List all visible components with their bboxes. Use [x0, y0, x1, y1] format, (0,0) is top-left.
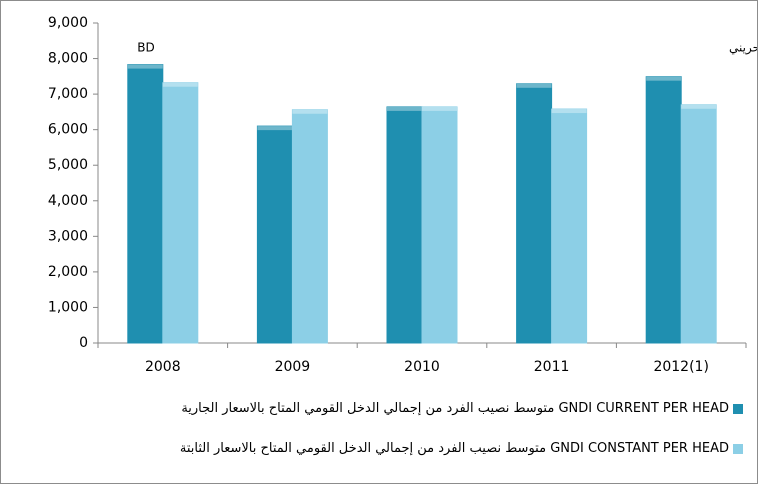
bar-shade	[163, 83, 197, 342]
y-tick-label: 8,000	[48, 51, 88, 67]
bar-top	[551, 109, 587, 114]
bar-shade	[423, 107, 456, 343]
y-tick-label: 5,000	[48, 157, 88, 173]
bar-top	[257, 126, 293, 131]
x-tick-label: 2011	[534, 359, 570, 375]
legend-swatch	[733, 403, 743, 414]
unit-annotation: BD	[137, 41, 154, 55]
y-tick-label: 2,000	[48, 264, 88, 280]
x-tick-label: 2010	[404, 359, 440, 375]
bar-shade	[517, 84, 551, 343]
y-tick-label: 1,000	[48, 299, 88, 315]
bar-top	[646, 76, 682, 81]
y-tick-label: 3,000	[48, 228, 88, 244]
bar-shade	[128, 65, 162, 342]
legend-label: متوسط نصيب الفرد من إجمالي الدخل القومي …	[181, 401, 729, 416]
chart: BD دينار بحريني 0 1,000 2,000 3,000 4,000 5,0…	[48, 15, 757, 375]
bar-top	[387, 106, 422, 111]
legend-entry: متوسط نصيب الفرد من إجمالي الدخل القومي …	[180, 441, 743, 456]
bar-top	[422, 106, 457, 111]
y-tick-label: 0	[79, 335, 88, 351]
y-tick-label: 7,000	[48, 86, 88, 102]
y-tick-label: 4,000	[48, 193, 88, 209]
legend-swatch	[733, 443, 743, 454]
bar-top	[681, 104, 717, 109]
y-tick-label: 6,000	[48, 122, 88, 138]
bar-top	[162, 82, 198, 87]
bar-top	[516, 83, 552, 88]
legend-entry: متوسط نصيب الفرد من إجمالي الدخل القومي …	[181, 401, 743, 416]
bar-top	[127, 64, 163, 69]
x-tick-label: 2009	[275, 359, 311, 375]
x-tick-label: 2012(1)	[653, 359, 708, 375]
bar-shade	[647, 77, 681, 342]
bar-shade	[552, 110, 586, 343]
y-tick-label: 9,000	[48, 15, 88, 31]
bar-shade	[682, 105, 716, 343]
bar-shade	[388, 107, 421, 343]
unit-annotation: دينار بحريني	[729, 41, 757, 56]
bar-top	[292, 109, 328, 114]
bar-shade	[293, 110, 327, 342]
legend-label: متوسط نصيب الفرد من إجمالي الدخل القومي …	[179, 441, 729, 456]
bar-shade	[258, 127, 292, 342]
x-tick-label: 2008	[145, 359, 181, 375]
